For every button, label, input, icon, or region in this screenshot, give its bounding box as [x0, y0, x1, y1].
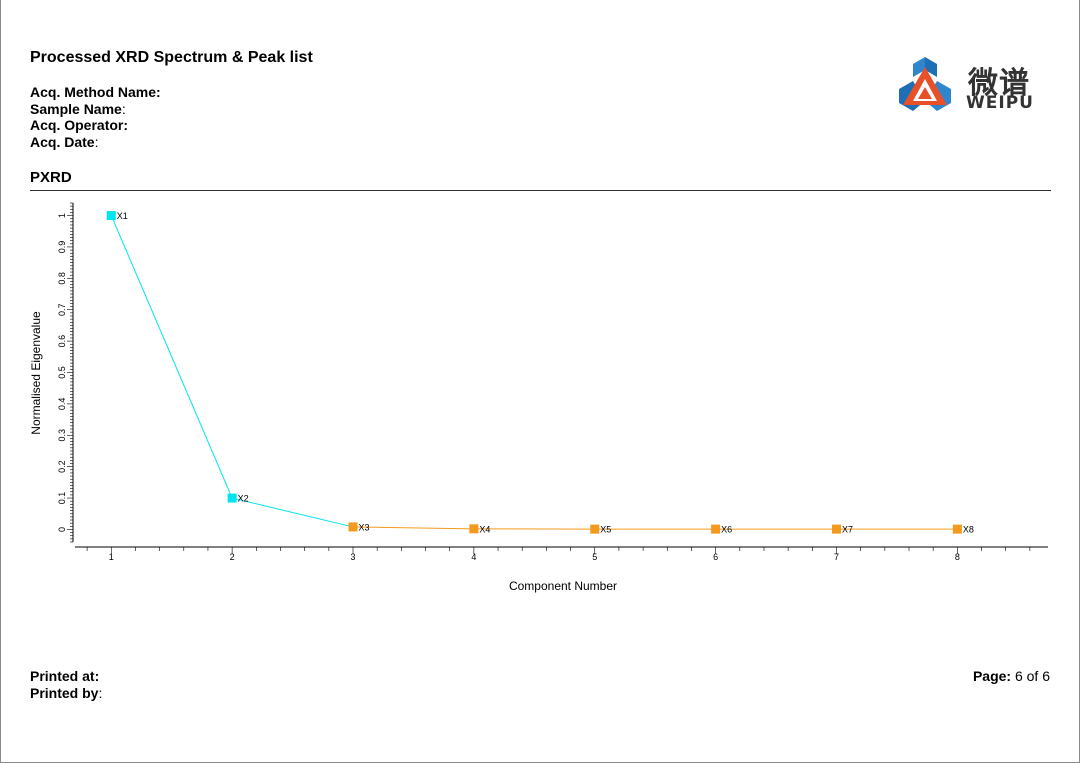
acq-operator-row: Acq. Operator: — [30, 117, 161, 134]
printed-by-value: : — [98, 684, 103, 701]
data-point-marker — [952, 524, 962, 534]
x-tick-label: 6 — [713, 552, 718, 562]
data-point-marker — [831, 524, 841, 534]
x-axis-label: Component Number — [509, 579, 617, 593]
y-tick-label: 1 — [57, 213, 67, 218]
acq-method-row: Acq. Method Name: — [30, 84, 161, 101]
logo-text-chinese: 微谱 — [968, 66, 1030, 101]
chart-points: X1 X2 X3 X4 X5 X6 X7 X8 — [106, 211, 974, 535]
y-tick-label: 0.6 — [57, 335, 67, 348]
chart-lines — [110, 215, 958, 530]
data-point-marker — [106, 211, 116, 221]
series-segment — [110, 215, 233, 499]
x-tick-label: 8 — [955, 552, 960, 562]
x-tick-label: 4 — [471, 552, 476, 562]
printed-at-label: Printed at: — [30, 668, 100, 684]
data-point-label: X5 — [600, 525, 611, 535]
data-point-marker — [469, 524, 479, 534]
sample-name-row: Sample Name: — [30, 101, 161, 118]
y-tick-label: 0.5 — [57, 366, 67, 379]
y-tick-label: 0.8 — [57, 272, 67, 285]
y-tick-label: 0.1 — [57, 492, 67, 505]
y-tick-label: 0.7 — [57, 303, 67, 316]
x-tick-label: 3 — [350, 552, 355, 562]
logo-mark — [899, 57, 951, 111]
data-point-marker — [227, 493, 237, 503]
printed-by-label: Printed by — [30, 684, 99, 701]
sample-name-value: : — [121, 100, 126, 117]
report-metadata: Acq. Method Name: Sample Name: Acq. Oper… — [30, 84, 161, 150]
acq-date-label: Acq. Date — [30, 133, 95, 150]
x-tick-label: 1 — [109, 552, 114, 562]
footer-printed-info: Printed at: Printed by: — [30, 668, 102, 701]
data-point-marker — [348, 522, 358, 532]
page-label: Page: — [972, 668, 1012, 684]
chart-axes: 0 0.1 0.2 0.3 0.4 0.5 0.6 0.7 0.8 0.9 1 1 2 3 4 5 6 7 8 — [57, 202, 1048, 562]
page-value: 6 of 6 — [1014, 668, 1050, 684]
logo-text-english: WEIPU — [966, 93, 1034, 113]
x-tick-label: 7 — [834, 552, 839, 562]
acq-method-label: Acq. Method Name: — [30, 84, 161, 100]
data-point-label: X2 — [238, 494, 249, 504]
series-segment — [232, 497, 354, 528]
data-point-label: X8 — [963, 525, 974, 535]
x-tick-label: 5 — [592, 552, 597, 562]
y-tick-label: 0.2 — [57, 460, 67, 473]
data-point-marker — [711, 524, 721, 534]
section-divider — [30, 190, 1051, 191]
y-tick-label: 0 — [57, 527, 67, 532]
scree-plot: 0 0.1 0.2 0.3 0.4 0.5 0.6 0.7 0.8 0.9 1 1 2 3 4 5 6 7 8 X1… — [29, 202, 1048, 593]
report-title: Processed XRD Spectrum & Peak list — [30, 49, 313, 66]
data-point-marker — [590, 524, 600, 534]
section-title: PXRD — [30, 169, 72, 186]
series-segment — [352, 526, 474, 530]
printed-by-row: Printed by: — [30, 685, 102, 702]
acq-date-row: Acq. Date: — [30, 134, 161, 151]
weipu-logo — [899, 57, 951, 111]
data-point-label: X3 — [359, 522, 370, 532]
data-point-label: X6 — [721, 525, 732, 535]
y-tick-label: 0.4 — [57, 398, 67, 411]
sample-name-label: Sample Name — [30, 100, 122, 117]
acq-operator-label: Acq. Operator: — [30, 117, 129, 133]
data-point-label: X1 — [117, 211, 128, 221]
y-axis-label: Normalised Eigenvalue — [29, 311, 43, 435]
page-indicator: Page: 6 of 6 — [973, 668, 1050, 684]
x-tick-label: 2 — [230, 552, 235, 562]
data-point-label: X4 — [479, 524, 490, 534]
acq-date-value: : — [94, 133, 99, 150]
data-point-label: X7 — [842, 525, 853, 535]
y-tick-label: 0.3 — [57, 429, 67, 442]
y-tick-label: 0.9 — [57, 241, 67, 254]
